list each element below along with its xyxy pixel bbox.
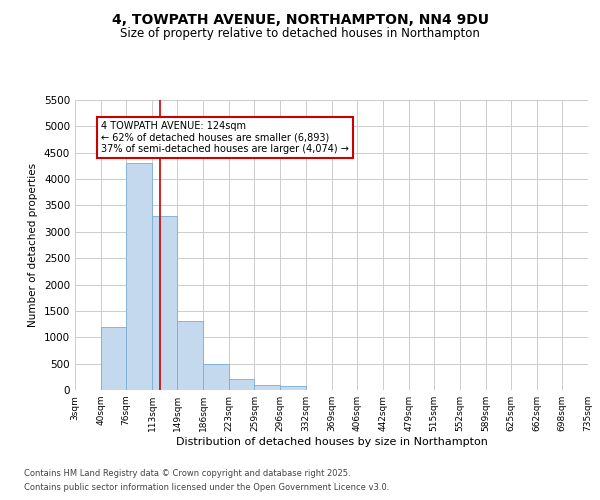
X-axis label: Distribution of detached houses by size in Northampton: Distribution of detached houses by size … [176, 437, 487, 447]
Text: Contains public sector information licensed under the Open Government Licence v3: Contains public sector information licen… [24, 484, 389, 492]
Bar [178, 322, 203, 390]
Text: 4, TOWPATH AVENUE, NORTHAMPTON, NN4 9DU: 4, TOWPATH AVENUE, NORTHAMPTON, NN4 9DU [112, 12, 488, 26]
Text: Contains HM Land Registry data © Crown copyright and database right 2025.: Contains HM Land Registry data © Crown c… [24, 468, 350, 477]
Bar [229, 380, 254, 390]
Text: 4 TOWPATH AVENUE: 124sqm
← 62% of detached houses are smaller (6,893)
37% of sem: 4 TOWPATH AVENUE: 124sqm ← 62% of detach… [101, 121, 349, 154]
Bar [126, 164, 152, 390]
Bar [280, 386, 305, 390]
Bar [254, 384, 280, 390]
Text: Size of property relative to detached houses in Northampton: Size of property relative to detached ho… [120, 28, 480, 40]
Bar [203, 364, 229, 390]
Bar [152, 216, 178, 390]
Y-axis label: Number of detached properties: Number of detached properties [28, 163, 38, 327]
Bar [101, 326, 126, 390]
